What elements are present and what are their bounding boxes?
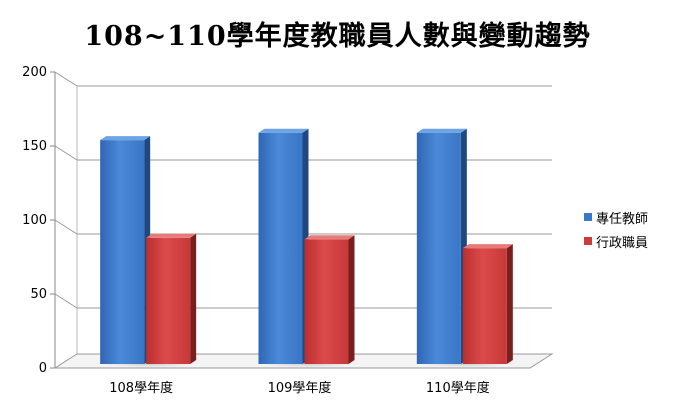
y-tick-label: 150 <box>22 139 47 154</box>
y-tick-label: 200 <box>22 65 47 80</box>
bar-top <box>258 128 309 133</box>
bar-front <box>462 248 507 364</box>
bar-top <box>100 136 151 141</box>
gridline-diagonal <box>54 219 78 235</box>
gridline-diagonal <box>54 71 78 87</box>
x-category-label: 110學年度 <box>426 380 490 396</box>
bar-side <box>506 244 513 364</box>
bar-front <box>416 132 461 364</box>
legend-label-teachers: 專任教師 <box>596 211 649 227</box>
legend-label-staff: 行政職員 <box>596 235 649 251</box>
bar-行政職員-109學年度 <box>304 235 355 364</box>
legend-swatch-staff <box>584 237 592 245</box>
chart-title: 108~110學年度教職員人數與變動趨勢 <box>84 21 591 52</box>
bar-專任教師-110學年度 <box>416 128 467 364</box>
x-category-label: 108學年度 <box>109 380 173 396</box>
bar-專任教師-108學年度 <box>100 136 151 364</box>
legend-swatch-teachers <box>584 213 592 221</box>
y-tick-label: 50 <box>30 287 47 302</box>
bar-front <box>146 237 191 364</box>
gridline-diagonal <box>54 145 78 161</box>
bar-front <box>304 239 349 364</box>
gridline-diagonal <box>54 293 78 309</box>
x-category-label: 109學年度 <box>268 380 332 396</box>
legend-item-teachers: 專任教師 <box>584 205 648 229</box>
legend: 專任教師 行政職員 <box>584 205 648 253</box>
bar-side <box>190 233 197 364</box>
bar-side <box>348 235 355 364</box>
bar-front <box>100 140 145 364</box>
bar-top <box>462 244 513 249</box>
bar-top <box>304 235 355 240</box>
bar-行政職員-108學年度 <box>146 233 197 364</box>
y-tick-label: 100 <box>22 213 47 228</box>
legend-item-staff: 行政職員 <box>584 229 648 253</box>
bar-front <box>258 132 303 364</box>
y-tick-label: 0 <box>39 361 47 376</box>
bar-專任教師-109學年度 <box>258 128 309 364</box>
bar-行政職員-110學年度 <box>462 244 513 364</box>
bar-top <box>146 233 197 238</box>
bar-top <box>416 128 467 133</box>
